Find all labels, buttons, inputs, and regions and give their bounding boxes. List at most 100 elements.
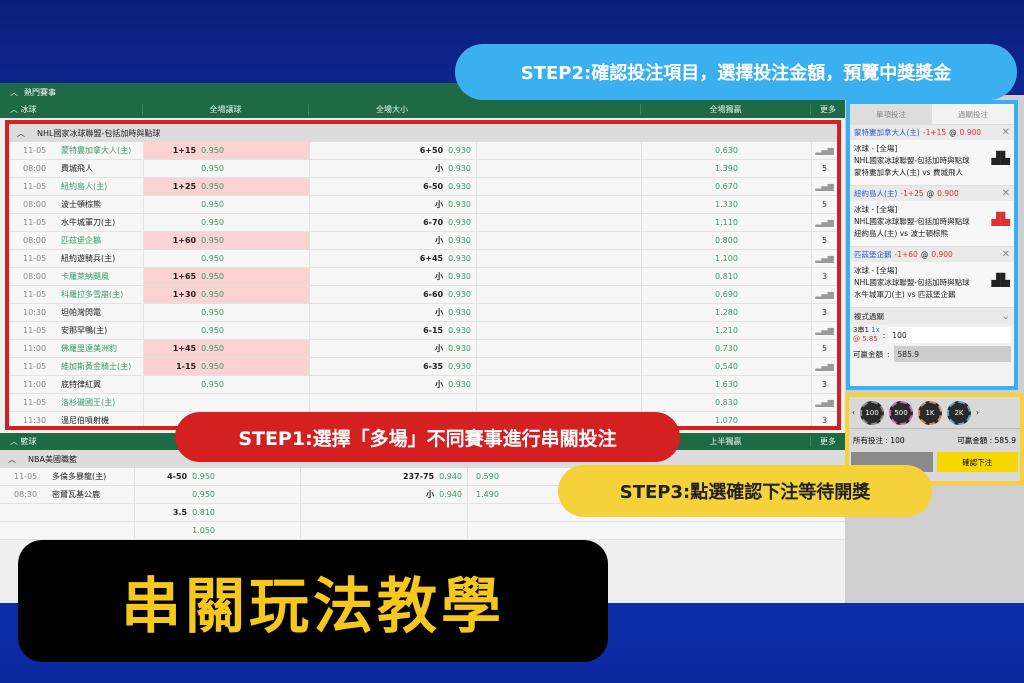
moneyline-odds[interactable]: 0.690 bbox=[641, 286, 811, 303]
over-under-odds[interactable]: 小 0.930 bbox=[309, 340, 476, 357]
handicap-odds[interactable]: 4-50 0.950 bbox=[134, 468, 300, 485]
over-under-odds[interactable]: 6-15 0.930 bbox=[309, 322, 476, 339]
more-markets[interactable]: 3 bbox=[811, 304, 837, 321]
more-markets[interactable]: 3 bbox=[811, 412, 837, 426]
handicap-odds[interactable]: 0.950 bbox=[143, 160, 309, 177]
chevron-left-icon[interactable]: ‹ bbox=[852, 408, 855, 417]
moneyline-odds[interactable]: 1.280 bbox=[641, 304, 811, 321]
handicap-odds[interactable]: 1+65 0.950 bbox=[143, 268, 309, 285]
moneyline-odds[interactable]: 1.390 bbox=[641, 160, 811, 177]
stake-input[interactable]: 100 bbox=[888, 327, 1011, 343]
close-icon[interactable]: ✕ bbox=[1001, 188, 1010, 199]
parlay-type-select[interactable]: 複式過關 ⌄ bbox=[850, 307, 1014, 325]
handicap-odds[interactable]: 3.5 0.810 bbox=[134, 504, 300, 521]
moneyline-odds[interactable]: 0.800 bbox=[641, 232, 811, 249]
tab-single[interactable]: 單項投注 bbox=[850, 104, 932, 124]
moneyline-odds[interactable] bbox=[467, 504, 632, 521]
more-markets[interactable]: ▂▄▆ bbox=[811, 178, 837, 195]
handicap-odds[interactable]: 0.950 bbox=[143, 196, 309, 213]
more-markets[interactable]: 3 bbox=[811, 268, 837, 285]
handicap-odds[interactable]: 1+15 0.950 bbox=[143, 142, 309, 159]
sport-hockey[interactable]: ︿ 冰球 bbox=[10, 105, 37, 114]
more-markets[interactable]: 5 bbox=[811, 196, 837, 213]
over-under-odds[interactable]: 小 0.930 bbox=[309, 268, 476, 285]
moneyline-odds[interactable]: 0.830 bbox=[641, 394, 811, 411]
over-under-odds[interactable] bbox=[309, 394, 476, 411]
handicap-odds[interactable] bbox=[143, 394, 309, 411]
more-markets[interactable]: ▂▄▆ bbox=[811, 394, 837, 411]
handicap-odds[interactable]: 0.950 bbox=[134, 486, 300, 503]
handicap-odds[interactable]: 0.950 bbox=[143, 250, 309, 267]
handicap-odds[interactable]: 0.950 bbox=[143, 214, 309, 231]
over-under-odds[interactable]: 小 0.930 bbox=[309, 196, 476, 213]
more-markets[interactable]: 5 bbox=[811, 340, 837, 357]
handicap-odds[interactable]: 1+60 0.950 bbox=[143, 232, 309, 249]
handicap-odds[interactable]: 0.950 bbox=[143, 376, 309, 393]
tab-parlay[interactable]: 過關投注 bbox=[958, 109, 988, 119]
over-under-odds[interactable]: 6-50 0.930 bbox=[309, 178, 476, 195]
moneyline-odds[interactable]: 0.540 bbox=[641, 358, 811, 375]
team-name: 密爾瓦基公鹿 bbox=[52, 490, 100, 499]
more-markets[interactable]: ▂▄▆ bbox=[811, 322, 837, 339]
chip-1k[interactable]: 1K bbox=[918, 400, 942, 425]
stats-chart-icon[interactable]: ▟▙ bbox=[991, 273, 1010, 287]
handicap-odds[interactable]: 1+25 0.950 bbox=[143, 178, 309, 195]
stats-chart-icon[interactable]: ▟▙ bbox=[991, 151, 1010, 165]
moneyline-odds[interactable]: 1.110 bbox=[641, 214, 811, 231]
more-markets[interactable]: 5 bbox=[811, 160, 837, 177]
over-under-odds[interactable]: 小 0.930 bbox=[309, 232, 476, 249]
more-markets[interactable]: ▂▄▆ bbox=[811, 250, 837, 267]
more-markets[interactable]: ▂▄▆ bbox=[811, 214, 837, 231]
handicap-odds[interactable]: 1+30 0.950 bbox=[143, 286, 309, 303]
stats-chart-icon[interactable]: ▟▙ bbox=[991, 212, 1010, 226]
league-row[interactable]: ︿ NHL國家冰球聯盟-包括加時與點球 bbox=[9, 124, 837, 142]
close-icon[interactable]: ✕ bbox=[1001, 127, 1010, 138]
over-under-odds[interactable]: 237-75 0.940 bbox=[300, 468, 467, 485]
moneyline-odds[interactable]: 1.210 bbox=[641, 322, 811, 339]
odds-value: 0.950 bbox=[201, 308, 224, 317]
moneyline-odds[interactable]: 0.810 bbox=[641, 268, 811, 285]
handicap-odds[interactable]: 0.950 bbox=[143, 304, 309, 321]
close-icon[interactable]: ✕ bbox=[1001, 249, 1010, 260]
handicap-odds[interactable]: 1+45 0.950 bbox=[143, 340, 309, 357]
chip-2k[interactable]: 2K bbox=[947, 400, 971, 425]
odds-value: 0.950 bbox=[201, 362, 224, 371]
more-markets[interactable]: ▂▄▆ bbox=[811, 286, 837, 303]
sport-basketball[interactable]: ︿ 籃球 bbox=[10, 437, 37, 446]
odds-value: 0.930 bbox=[448, 200, 471, 209]
handicap-odds[interactable]: 1.050 bbox=[134, 522, 300, 539]
chevron-right-icon[interactable]: › bbox=[976, 408, 979, 417]
moneyline-odds[interactable]: 1.100 bbox=[641, 250, 811, 267]
over-under-odds[interactable]: 6+45 0.930 bbox=[309, 250, 476, 267]
moneyline-odds[interactable]: 0.670 bbox=[641, 178, 811, 195]
over-under-odds[interactable]: 小 0.930 bbox=[309, 160, 476, 177]
table-row: 11-05 紐約島人(主) 1+25 0.950 6-50 0.930 0.670 ▂▄▆ bbox=[9, 178, 837, 196]
over-under-odds[interactable]: 6-35 0.930 bbox=[309, 358, 476, 375]
handicap-line: 1+15 bbox=[172, 146, 197, 155]
more-markets[interactable]: ▂▄▆ bbox=[811, 142, 837, 159]
handicap-odds[interactable]: 0.950 bbox=[143, 322, 309, 339]
moneyline-odds[interactable]: 1.630 bbox=[641, 376, 811, 393]
moneyline-odds[interactable]: 1.490 bbox=[467, 486, 632, 503]
moneyline-odds[interactable]: 0.590 bbox=[467, 468, 632, 485]
over-under-odds[interactable]: 小 0.930 bbox=[309, 376, 476, 393]
over-under-odds[interactable] bbox=[300, 504, 467, 521]
handicap-odds[interactable] bbox=[143, 412, 309, 426]
over-under-odds[interactable]: 6-70 0.930 bbox=[309, 214, 476, 231]
more-markets[interactable]: 5 bbox=[811, 232, 837, 249]
more-markets[interactable]: ▂▄▆ bbox=[811, 358, 837, 375]
over-under-odds[interactable]: 6+50 0.930 bbox=[309, 142, 476, 159]
chip-100[interactable]: 100 bbox=[860, 400, 884, 425]
more-markets[interactable]: 3 bbox=[811, 376, 837, 393]
over-under-odds[interactable]: 6-60 0.930 bbox=[309, 286, 476, 303]
over-under-odds[interactable] bbox=[300, 522, 467, 539]
moneyline-odds[interactable]: 0.630 bbox=[641, 142, 811, 159]
moneyline-odds[interactable]: 1.330 bbox=[641, 196, 811, 213]
confirm-bet-button[interactable]: 確認下注 bbox=[936, 452, 1018, 472]
moneyline-odds[interactable] bbox=[467, 522, 632, 539]
over-under-odds[interactable]: 小 0.930 bbox=[309, 304, 476, 321]
over-under-odds[interactable]: 小 0.940 bbox=[300, 486, 467, 503]
moneyline-odds[interactable]: 0.730 bbox=[641, 340, 811, 357]
handicap-odds[interactable]: 1-15 0.950 bbox=[143, 358, 309, 375]
chip-500[interactable]: 500 bbox=[889, 400, 913, 425]
